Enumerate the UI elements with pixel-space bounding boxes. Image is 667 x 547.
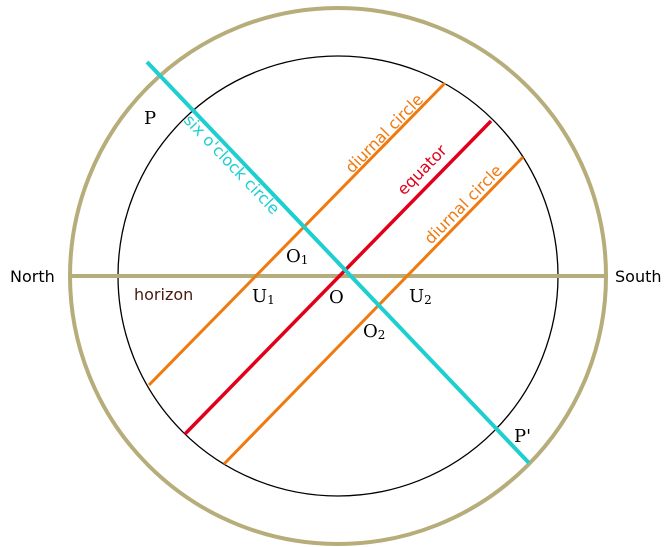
- point-U1-letter: U: [252, 286, 267, 307]
- north-label: North: [10, 267, 55, 286]
- point-U2-letter: U: [409, 286, 424, 307]
- horizon-label: horizon: [134, 285, 193, 304]
- diurnal-circle-upper-line: [147, 81, 447, 387]
- point-U1-label: U1: [252, 286, 275, 307]
- point-O1-label: O1: [286, 246, 308, 267]
- point-O-label: O: [329, 287, 344, 308]
- six-oclock-circle-label: six o'clock circle: [180, 111, 284, 218]
- point-U1-subscript: 1: [267, 293, 275, 307]
- point-P-prime-label: P': [514, 426, 531, 447]
- point-O2-label: O2: [363, 321, 385, 342]
- south-label: South: [615, 267, 662, 286]
- point-P-label: P: [144, 108, 156, 129]
- point-O1-letter: O: [286, 246, 301, 267]
- equator-line: [183, 119, 493, 436]
- point-U2-label: U2: [409, 286, 432, 307]
- point-U2-subscript: 2: [424, 293, 432, 307]
- point-O1-subscript: 1: [301, 253, 309, 267]
- diurnal-circle-lower-line: [222, 155, 525, 466]
- point-O2-subscript: 2: [378, 328, 386, 342]
- six-oclock-circle-line: [145, 60, 531, 465]
- diurnal-circle-lower-label: diurnal circle: [420, 161, 506, 248]
- point-O2-letter: O: [363, 321, 378, 342]
